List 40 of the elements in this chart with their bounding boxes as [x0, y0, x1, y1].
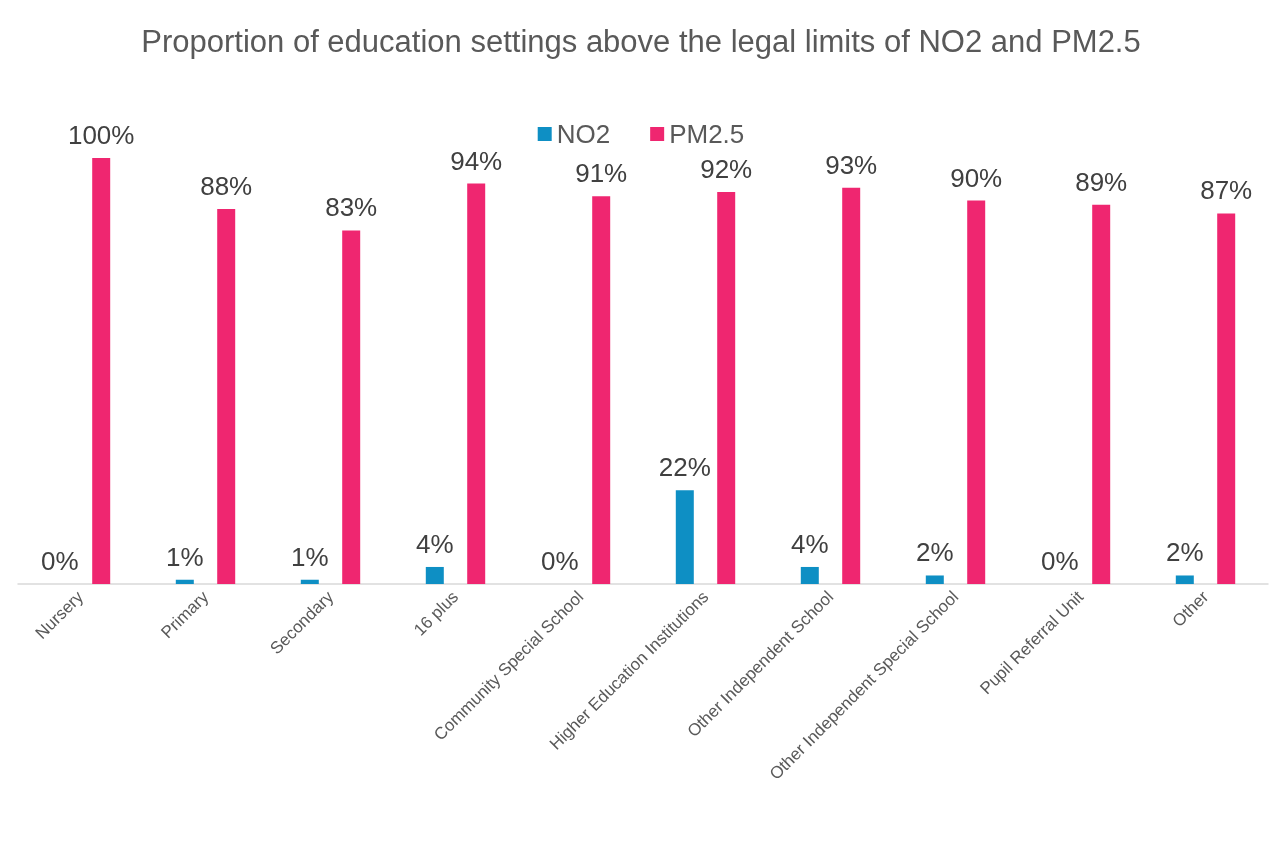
bar — [175, 579, 194, 584]
data-label: 0% — [41, 546, 79, 576]
data-label: 90% — [950, 162, 1003, 193]
data-label: 92% — [700, 154, 753, 185]
data-label: 4% — [416, 528, 454, 559]
bar — [800, 566, 819, 584]
bar — [967, 200, 986, 584]
data-label: 2% — [1166, 537, 1204, 568]
bar — [1092, 204, 1111, 584]
data-label: 0% — [1041, 546, 1079, 576]
bar — [925, 575, 944, 584]
data-label: 4% — [791, 528, 829, 559]
legend-label: NO2 — [556, 119, 611, 149]
data-label: 2% — [916, 537, 954, 568]
bar — [1175, 575, 1194, 584]
data-label: 100% — [67, 120, 135, 150]
bar — [1217, 213, 1236, 584]
data-label: 91% — [575, 158, 628, 189]
data-label: 1% — [166, 541, 204, 572]
bar — [92, 158, 111, 584]
data-label: 1% — [291, 541, 329, 572]
bar — [717, 192, 736, 584]
data-label: 88% — [200, 171, 253, 202]
bar — [217, 209, 236, 584]
chart-title: Proportion of education settings above the legal limits of NO2 and PM2.5 — [141, 23, 1141, 59]
data-label: 22% — [658, 452, 711, 483]
bar — [300, 579, 319, 584]
bar — [675, 490, 694, 584]
bar — [842, 187, 861, 584]
data-label: 89% — [1075, 166, 1128, 197]
data-label: 83% — [325, 192, 378, 223]
bar — [425, 566, 444, 584]
data-label: 93% — [825, 149, 878, 180]
bar — [592, 196, 611, 584]
data-label: 87% — [1200, 175, 1253, 206]
legend-label: PM2.5 — [669, 119, 745, 149]
data-label: 94% — [450, 145, 503, 176]
bar — [467, 183, 486, 584]
data-label: 0% — [541, 546, 579, 576]
bar — [342, 230, 361, 584]
